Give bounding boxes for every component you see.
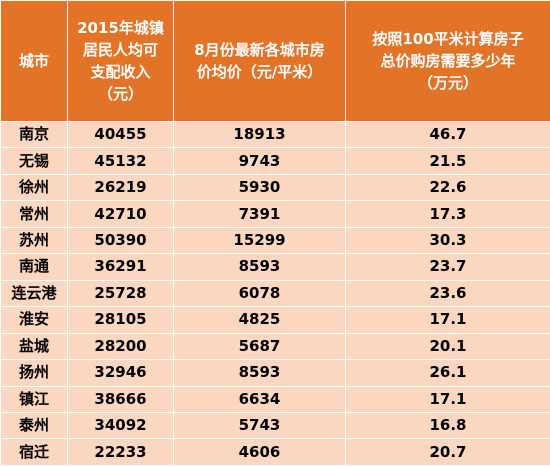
table-row: 镇江 38666 6634 17.1 (0, 385, 550, 413)
table-row: 连云港 25728 6078 23.6 (0, 279, 550, 308)
table-row: 苏州 50390 15299 30.3 (0, 226, 550, 255)
cell-house-price: 15299 (173, 226, 346, 255)
cell-house-price: 6078 (173, 279, 346, 308)
cell-years: 23.6 (345, 279, 550, 308)
cell-house-price: 8593 (173, 359, 346, 387)
table-body: 南京 40455 18913 46.7 无锡 45132 9743 21.5 徐州 26219 59… (0, 120, 550, 466)
cell-income: 34092 (67, 411, 174, 440)
table-row: 南京 40455 18913 46.7 (0, 120, 550, 149)
table-row: 盐城 28200 5687 20.1 (0, 332, 550, 361)
table-row: 扬州 32946 8593 26.1 (0, 359, 550, 387)
cell-years: 22.6 (345, 173, 550, 202)
table-row: 徐州 26219 5930 22.6 (0, 173, 550, 202)
cell-city: 连云港 (0, 279, 68, 308)
cell-house-price: 9743 (173, 147, 346, 175)
cell-city: 无锡 (0, 147, 68, 175)
cell-income: 26219 (67, 173, 174, 202)
cell-house-price: 5687 (173, 332, 346, 361)
table-row: 宿迁 22233 4606 20.7 (0, 438, 550, 466)
cell-years: 17.3 (345, 200, 550, 228)
cell-house-price: 5743 (173, 411, 346, 440)
header-years-to-buy: 按照100平米计算房子 总价购房需要多少年 （万元） (345, 0, 550, 122)
cell-city: 扬州 (0, 359, 68, 387)
table-row: 泰州 34092 5743 16.8 (0, 411, 550, 440)
cell-years: 21.5 (345, 147, 550, 175)
table-row: 常州 42710 7391 17.3 (0, 200, 550, 228)
cell-income: 50390 (67, 226, 174, 255)
cell-city: 苏州 (0, 226, 68, 255)
cell-income: 32946 (67, 359, 174, 387)
table-row: 南通 36291 8593 23.7 (0, 253, 550, 281)
header-house-price: 8月份最新各城市房 价均价（元/平米） (173, 0, 346, 122)
cell-city: 常州 (0, 200, 68, 228)
cell-years: 26.1 (345, 359, 550, 387)
cell-house-price: 7391 (173, 200, 346, 228)
header-income: 2015年城镇 居民人均可 支配收入 （元） (67, 0, 174, 122)
cell-city: 徐州 (0, 173, 68, 202)
cell-house-price: 6634 (173, 385, 346, 413)
cell-city: 南通 (0, 253, 68, 281)
cell-house-price: 4606 (173, 438, 346, 466)
cell-city: 南京 (0, 120, 68, 149)
table-row: 淮安 28105 4825 17.1 (0, 306, 550, 334)
cell-years: 16.8 (345, 411, 550, 440)
cell-house-price: 8593 (173, 253, 346, 281)
header-row: 城市 2015年城镇 居民人均可 支配收入 （元） 8月份最新各城市房 价均价（… (0, 0, 550, 122)
cell-income: 22233 (67, 438, 174, 466)
cell-years: 20.1 (345, 332, 550, 361)
cell-years: 20.7 (345, 438, 550, 466)
cell-city: 盐城 (0, 332, 68, 361)
header-city: 城市 (0, 0, 68, 122)
cell-income: 45132 (67, 147, 174, 175)
cell-city: 镇江 (0, 385, 68, 413)
cell-city: 宿迁 (0, 438, 68, 466)
cell-years: 30.3 (345, 226, 550, 255)
cell-years: 17.1 (345, 306, 550, 334)
cell-city: 淮安 (0, 306, 68, 334)
cell-income: 28200 (67, 332, 174, 361)
cell-income: 40455 (67, 120, 174, 149)
cell-years: 23.7 (345, 253, 550, 281)
cell-income: 28105 (67, 306, 174, 334)
cell-house-price: 18913 (173, 120, 346, 149)
cell-house-price: 4825 (173, 306, 346, 334)
cell-income: 25728 (67, 279, 174, 308)
cell-years: 17.1 (345, 385, 550, 413)
cell-income: 38666 (67, 385, 174, 413)
cell-years: 46.7 (345, 120, 550, 149)
cell-income: 36291 (67, 253, 174, 281)
table-row: 无锡 45132 9743 21.5 (0, 147, 550, 175)
cell-income: 42710 (67, 200, 174, 228)
cell-house-price: 5930 (173, 173, 346, 202)
cell-city: 泰州 (0, 411, 68, 440)
